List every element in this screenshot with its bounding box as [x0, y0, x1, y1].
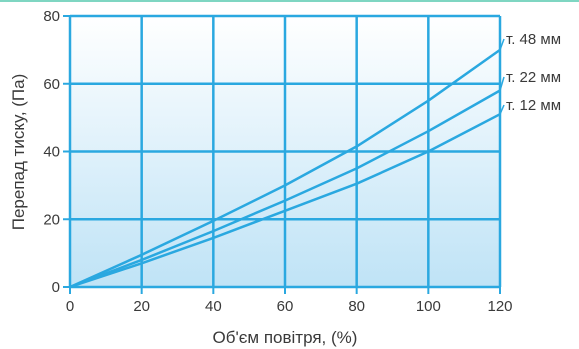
y-tick-label: 40 [43, 144, 60, 161]
series-lines [69, 48, 501, 289]
x-tick-label: 100 [416, 298, 441, 315]
series-line [69, 89, 501, 289]
grid [70, 14, 502, 287]
y-tick-label: 0 [52, 279, 60, 296]
series-line [69, 113, 501, 289]
x-tick-label: 40 [205, 298, 222, 315]
series-label: т. 48 мм [506, 31, 561, 48]
x-tick-label: 60 [277, 298, 294, 315]
series-labels: т. 48 мм т. 22 мм т. 12 мм [499, 31, 561, 115]
y-tick-label: 60 [43, 76, 60, 93]
x-tick-labels: 0 20 40 60 80 100 120 [66, 298, 513, 315]
series-label-leader [499, 76, 505, 91]
x-tick-label: 20 [133, 298, 150, 315]
series-line [69, 48, 501, 289]
x-tick-label: 0 [66, 298, 74, 315]
series-label-leader [499, 104, 505, 115]
x-tick-label: 120 [487, 298, 512, 315]
y-tick-label: 20 [43, 211, 60, 228]
series-label-leader [499, 38, 505, 51]
axes [63, 15, 501, 294]
x-axis-title: Об'єм повітря, (%) [213, 328, 358, 347]
series-label: т. 22 мм [506, 69, 561, 86]
y-tick-labels: 0 20 40 60 80 [43, 8, 60, 296]
x-tick-label: 80 [348, 298, 365, 315]
series-label: т. 12 мм [506, 97, 561, 114]
y-tick-label: 80 [43, 8, 60, 25]
y-axis-title: Перепад тиску, (Па) [9, 74, 28, 231]
